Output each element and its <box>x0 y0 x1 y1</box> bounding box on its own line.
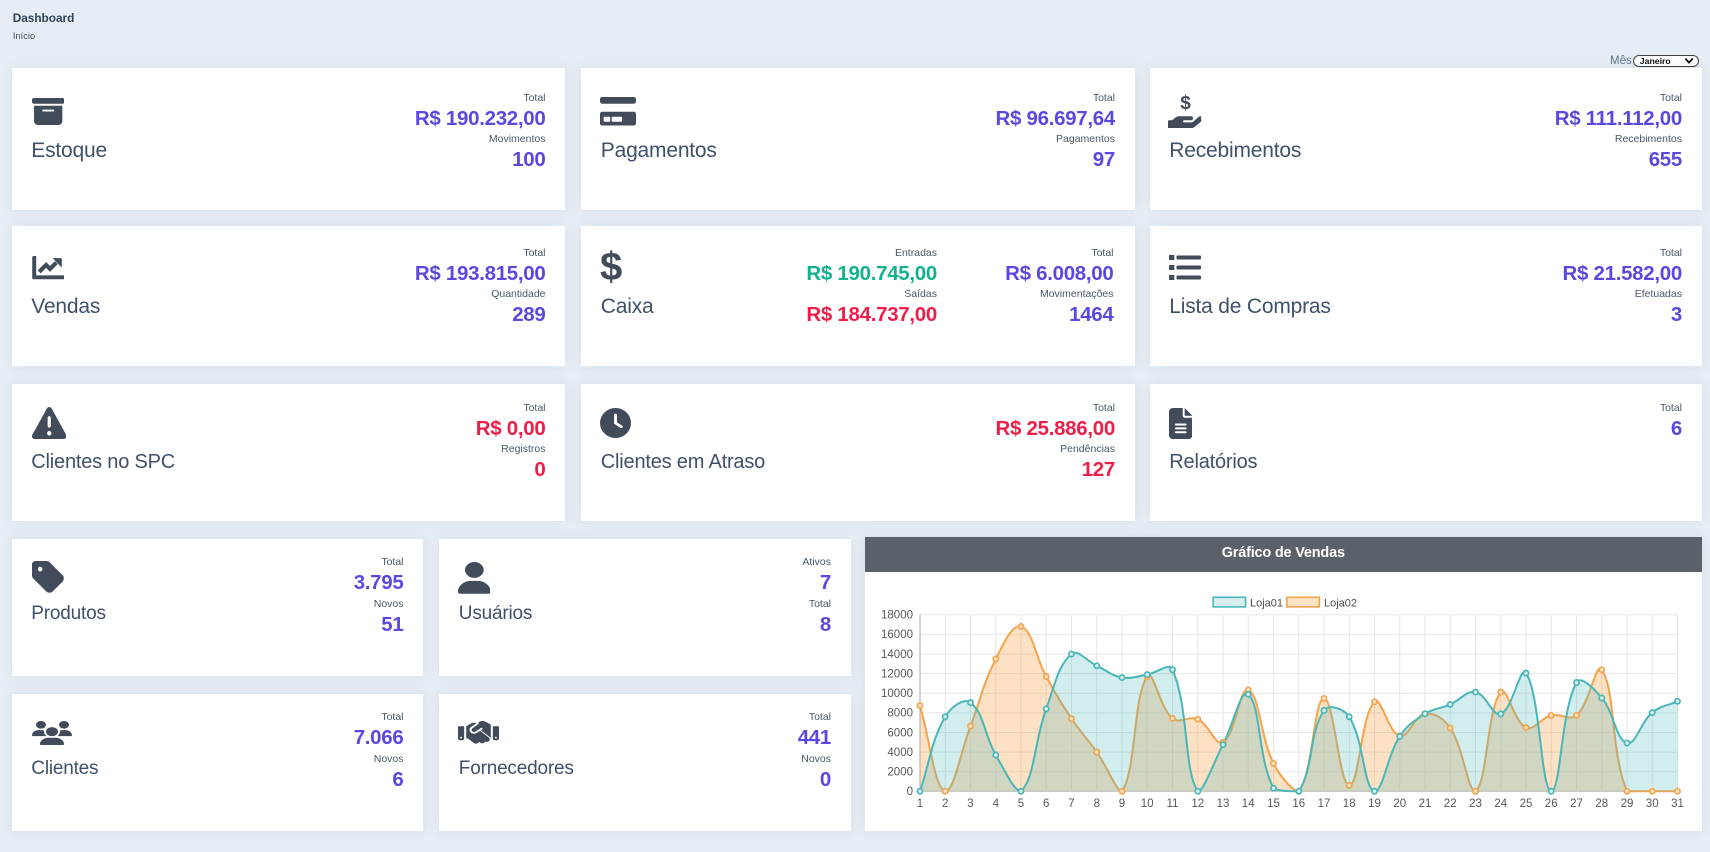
svg-text:Loja02: Loja02 <box>1324 597 1357 609</box>
svg-text:12000: 12000 <box>881 668 913 680</box>
svg-text:24: 24 <box>1494 798 1507 810</box>
svg-text:4: 4 <box>993 798 1000 810</box>
svg-text:3: 3 <box>967 798 973 810</box>
svg-text:7: 7 <box>1068 798 1074 810</box>
svg-text:14000: 14000 <box>881 649 913 661</box>
svg-text:23: 23 <box>1469 798 1482 810</box>
svg-text:27: 27 <box>1570 798 1583 810</box>
svg-text:10: 10 <box>1141 798 1154 810</box>
svg-text:1: 1 <box>917 798 923 810</box>
svg-text:21: 21 <box>1419 798 1432 810</box>
svg-text:31: 31 <box>1671 798 1684 810</box>
svg-text:16000: 16000 <box>881 629 913 641</box>
svg-text:29: 29 <box>1621 798 1634 810</box>
svg-text:13: 13 <box>1217 798 1230 810</box>
svg-text:12: 12 <box>1191 798 1204 810</box>
svg-text:6: 6 <box>1043 798 1049 810</box>
svg-text:8: 8 <box>1094 798 1100 810</box>
svg-text:8000: 8000 <box>887 708 913 720</box>
svg-text:25: 25 <box>1520 798 1533 810</box>
svg-text:9: 9 <box>1119 798 1125 810</box>
svg-text:Loja01: Loja01 <box>1250 597 1283 609</box>
svg-text:15: 15 <box>1267 798 1280 810</box>
svg-text:28: 28 <box>1595 798 1608 810</box>
svg-text:20: 20 <box>1393 798 1406 810</box>
svg-text:10000: 10000 <box>881 688 913 700</box>
svg-text:22: 22 <box>1444 798 1457 810</box>
svg-text:2000: 2000 <box>887 767 913 779</box>
svg-text:11: 11 <box>1167 798 1179 810</box>
svg-text:18000: 18000 <box>881 610 913 622</box>
svg-text:5: 5 <box>1018 798 1024 810</box>
svg-text:4000: 4000 <box>887 747 913 759</box>
svg-text:16: 16 <box>1292 798 1305 810</box>
svg-text:26: 26 <box>1545 798 1558 810</box>
svg-text:0: 0 <box>907 786 913 798</box>
svg-text:19: 19 <box>1368 798 1381 810</box>
svg-text:6000: 6000 <box>887 727 913 739</box>
svg-text:30: 30 <box>1646 798 1659 810</box>
svg-text:17: 17 <box>1318 798 1331 810</box>
svg-text:2: 2 <box>942 798 948 810</box>
svg-text:14: 14 <box>1242 798 1255 810</box>
svg-text:18: 18 <box>1343 798 1356 810</box>
